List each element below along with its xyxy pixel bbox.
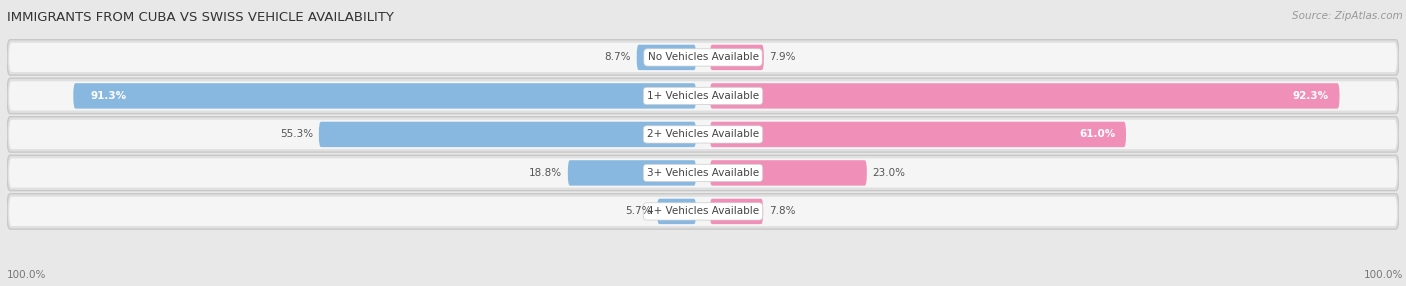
Text: 1+ Vehicles Available: 1+ Vehicles Available (647, 91, 759, 101)
Text: 5.7%: 5.7% (626, 206, 651, 217)
Legend: Immigrants from Cuba, Swiss: Immigrants from Cuba, Swiss (586, 282, 820, 286)
Text: 55.3%: 55.3% (280, 130, 314, 139)
FancyBboxPatch shape (73, 83, 696, 109)
FancyBboxPatch shape (710, 199, 763, 224)
Text: 91.3%: 91.3% (91, 91, 127, 101)
Text: 8.7%: 8.7% (605, 52, 631, 62)
FancyBboxPatch shape (7, 194, 1399, 229)
Text: IMMIGRANTS FROM CUBA VS SWISS VEHICLE AVAILABILITY: IMMIGRANTS FROM CUBA VS SWISS VEHICLE AV… (7, 11, 394, 24)
Text: 7.8%: 7.8% (769, 206, 796, 217)
FancyBboxPatch shape (657, 199, 696, 224)
FancyBboxPatch shape (710, 160, 868, 186)
FancyBboxPatch shape (8, 158, 1398, 188)
Text: 100.0%: 100.0% (7, 270, 46, 280)
FancyBboxPatch shape (8, 120, 1398, 149)
Text: No Vehicles Available: No Vehicles Available (648, 52, 758, 62)
Text: 61.0%: 61.0% (1080, 130, 1115, 139)
FancyBboxPatch shape (8, 81, 1398, 111)
Text: 23.0%: 23.0% (872, 168, 905, 178)
FancyBboxPatch shape (8, 43, 1398, 72)
FancyBboxPatch shape (7, 40, 1399, 75)
Text: Source: ZipAtlas.com: Source: ZipAtlas.com (1292, 11, 1403, 21)
FancyBboxPatch shape (710, 122, 1126, 147)
FancyBboxPatch shape (710, 45, 763, 70)
FancyBboxPatch shape (8, 197, 1398, 226)
Text: 18.8%: 18.8% (529, 168, 562, 178)
FancyBboxPatch shape (319, 122, 696, 147)
Text: 2+ Vehicles Available: 2+ Vehicles Available (647, 130, 759, 139)
FancyBboxPatch shape (7, 78, 1399, 114)
FancyBboxPatch shape (7, 155, 1399, 191)
Text: 3+ Vehicles Available: 3+ Vehicles Available (647, 168, 759, 178)
Text: 100.0%: 100.0% (1364, 270, 1403, 280)
Text: 92.3%: 92.3% (1294, 91, 1329, 101)
FancyBboxPatch shape (710, 83, 1340, 109)
Text: 4+ Vehicles Available: 4+ Vehicles Available (647, 206, 759, 217)
FancyBboxPatch shape (637, 45, 696, 70)
Text: 7.9%: 7.9% (769, 52, 796, 62)
FancyBboxPatch shape (568, 160, 696, 186)
FancyBboxPatch shape (7, 117, 1399, 152)
